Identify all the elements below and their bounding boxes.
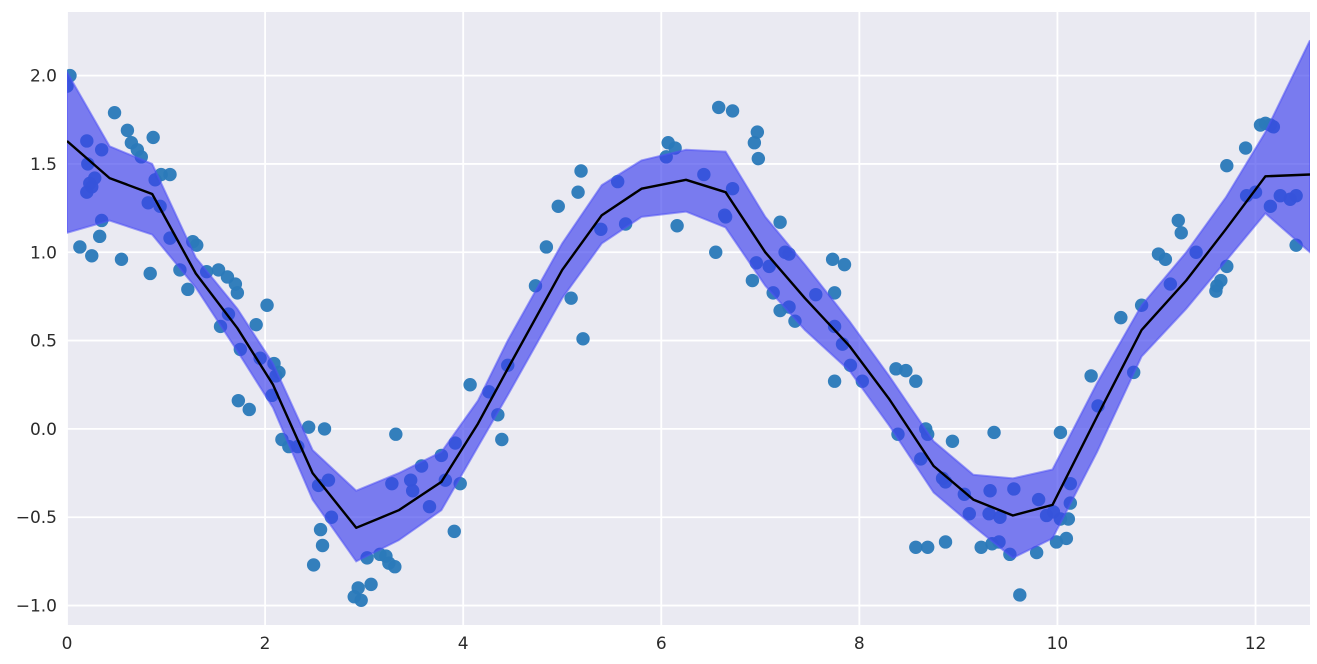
scatter-point	[827, 286, 842, 300]
y-tick-label: 1.0	[30, 243, 57, 263]
scatter-point	[827, 374, 842, 388]
x-tick-label: 12	[1245, 634, 1267, 654]
scatter-point	[576, 332, 590, 346]
scatter-point	[825, 252, 840, 267]
scatter-point	[389, 427, 403, 441]
confidence-band	[67, 39, 1310, 563]
scatter-point	[163, 167, 177, 182]
x-tick-label: 6	[656, 634, 667, 654]
scatter-point	[1238, 141, 1253, 155]
x-tick-label: 4	[458, 634, 469, 654]
scatter-point	[313, 522, 328, 537]
scatter-point	[1158, 252, 1173, 267]
scatter-point	[1114, 310, 1128, 325]
scatter-point	[306, 558, 321, 572]
scatter-point	[751, 151, 766, 166]
scatter-point	[551, 199, 565, 214]
scatter-point	[181, 282, 195, 297]
scatter-point	[539, 240, 554, 254]
scatter-point	[260, 298, 274, 312]
mean-line	[67, 140, 1310, 529]
scatter-point	[1174, 226, 1188, 240]
scatter-point	[114, 252, 129, 267]
scatter-point	[974, 540, 988, 554]
scatter-point	[1013, 588, 1027, 602]
y-tick-label: 0.5	[30, 332, 57, 352]
scatter-point	[889, 362, 903, 376]
scatter-point	[354, 593, 368, 607]
scatter-point	[249, 317, 263, 332]
scatter-point	[750, 125, 765, 139]
scatter-point	[1214, 273, 1228, 288]
scatter-point	[747, 136, 762, 150]
scatter-point	[571, 185, 585, 199]
scatter-point	[73, 240, 87, 254]
x-axis-tick-labels: 0 2 4 6 8 10 12	[62, 634, 1267, 654]
scatter-point	[564, 291, 578, 305]
scatter-point	[938, 535, 953, 549]
scatter-point	[107, 105, 122, 120]
scatter-point	[231, 393, 246, 408]
scatter-point	[92, 229, 107, 244]
scatter-point	[712, 100, 726, 115]
scatter-point	[1084, 369, 1098, 383]
x-tick-label: 10	[1047, 634, 1069, 654]
scatter-point	[899, 363, 913, 378]
y-tick-label: −0.5	[16, 508, 57, 528]
y-tick-label: 0.0	[30, 420, 57, 440]
plot-background	[67, 12, 1310, 625]
scatter-point	[1029, 545, 1044, 560]
y-tick-label: 1.5	[30, 155, 57, 175]
x-tick-label: 0	[62, 634, 73, 654]
scatter-point	[909, 540, 923, 554]
scatter-point	[120, 123, 135, 138]
scatter-point	[315, 538, 330, 553]
scatter-point	[1053, 425, 1068, 440]
scatter-point	[230, 286, 245, 300]
scatter-point	[143, 266, 157, 281]
scatter-point	[463, 378, 477, 392]
scatter-point	[364, 577, 378, 592]
scatter-point	[351, 581, 365, 595]
scatter-point	[242, 402, 256, 417]
y-axis-tick-labels: −1.0 −0.5 0.0 0.5 1.0 1.5 2.0	[16, 67, 57, 617]
scatter-point	[920, 540, 935, 554]
scatter-point	[725, 104, 740, 118]
x-tick-label: 2	[260, 634, 271, 654]
scatter-point	[709, 245, 723, 259]
scatter-point	[670, 219, 684, 233]
scatter-point	[146, 130, 160, 145]
y-tick-label: −1.0	[16, 597, 57, 617]
scatter-point	[837, 257, 852, 272]
scatter-point	[574, 164, 588, 178]
scatter-point	[301, 420, 316, 434]
scatter-point	[987, 425, 1001, 440]
scatter-point	[745, 273, 760, 288]
scatter-point	[773, 215, 787, 229]
scatter-point	[388, 560, 402, 574]
scatter-point	[447, 524, 461, 539]
scatter-point	[1171, 213, 1185, 228]
scatter-point	[1220, 158, 1234, 173]
scatter-point	[909, 374, 923, 388]
x-tick-label: 8	[854, 634, 865, 654]
scatter-point	[317, 422, 332, 436]
y-tick-label: 2.0	[30, 67, 57, 87]
scatter-point	[190, 238, 204, 252]
scatter-point	[85, 249, 99, 263]
scatter-point	[1059, 531, 1074, 546]
scatter-point	[945, 434, 960, 448]
scatter-point	[495, 432, 509, 447]
